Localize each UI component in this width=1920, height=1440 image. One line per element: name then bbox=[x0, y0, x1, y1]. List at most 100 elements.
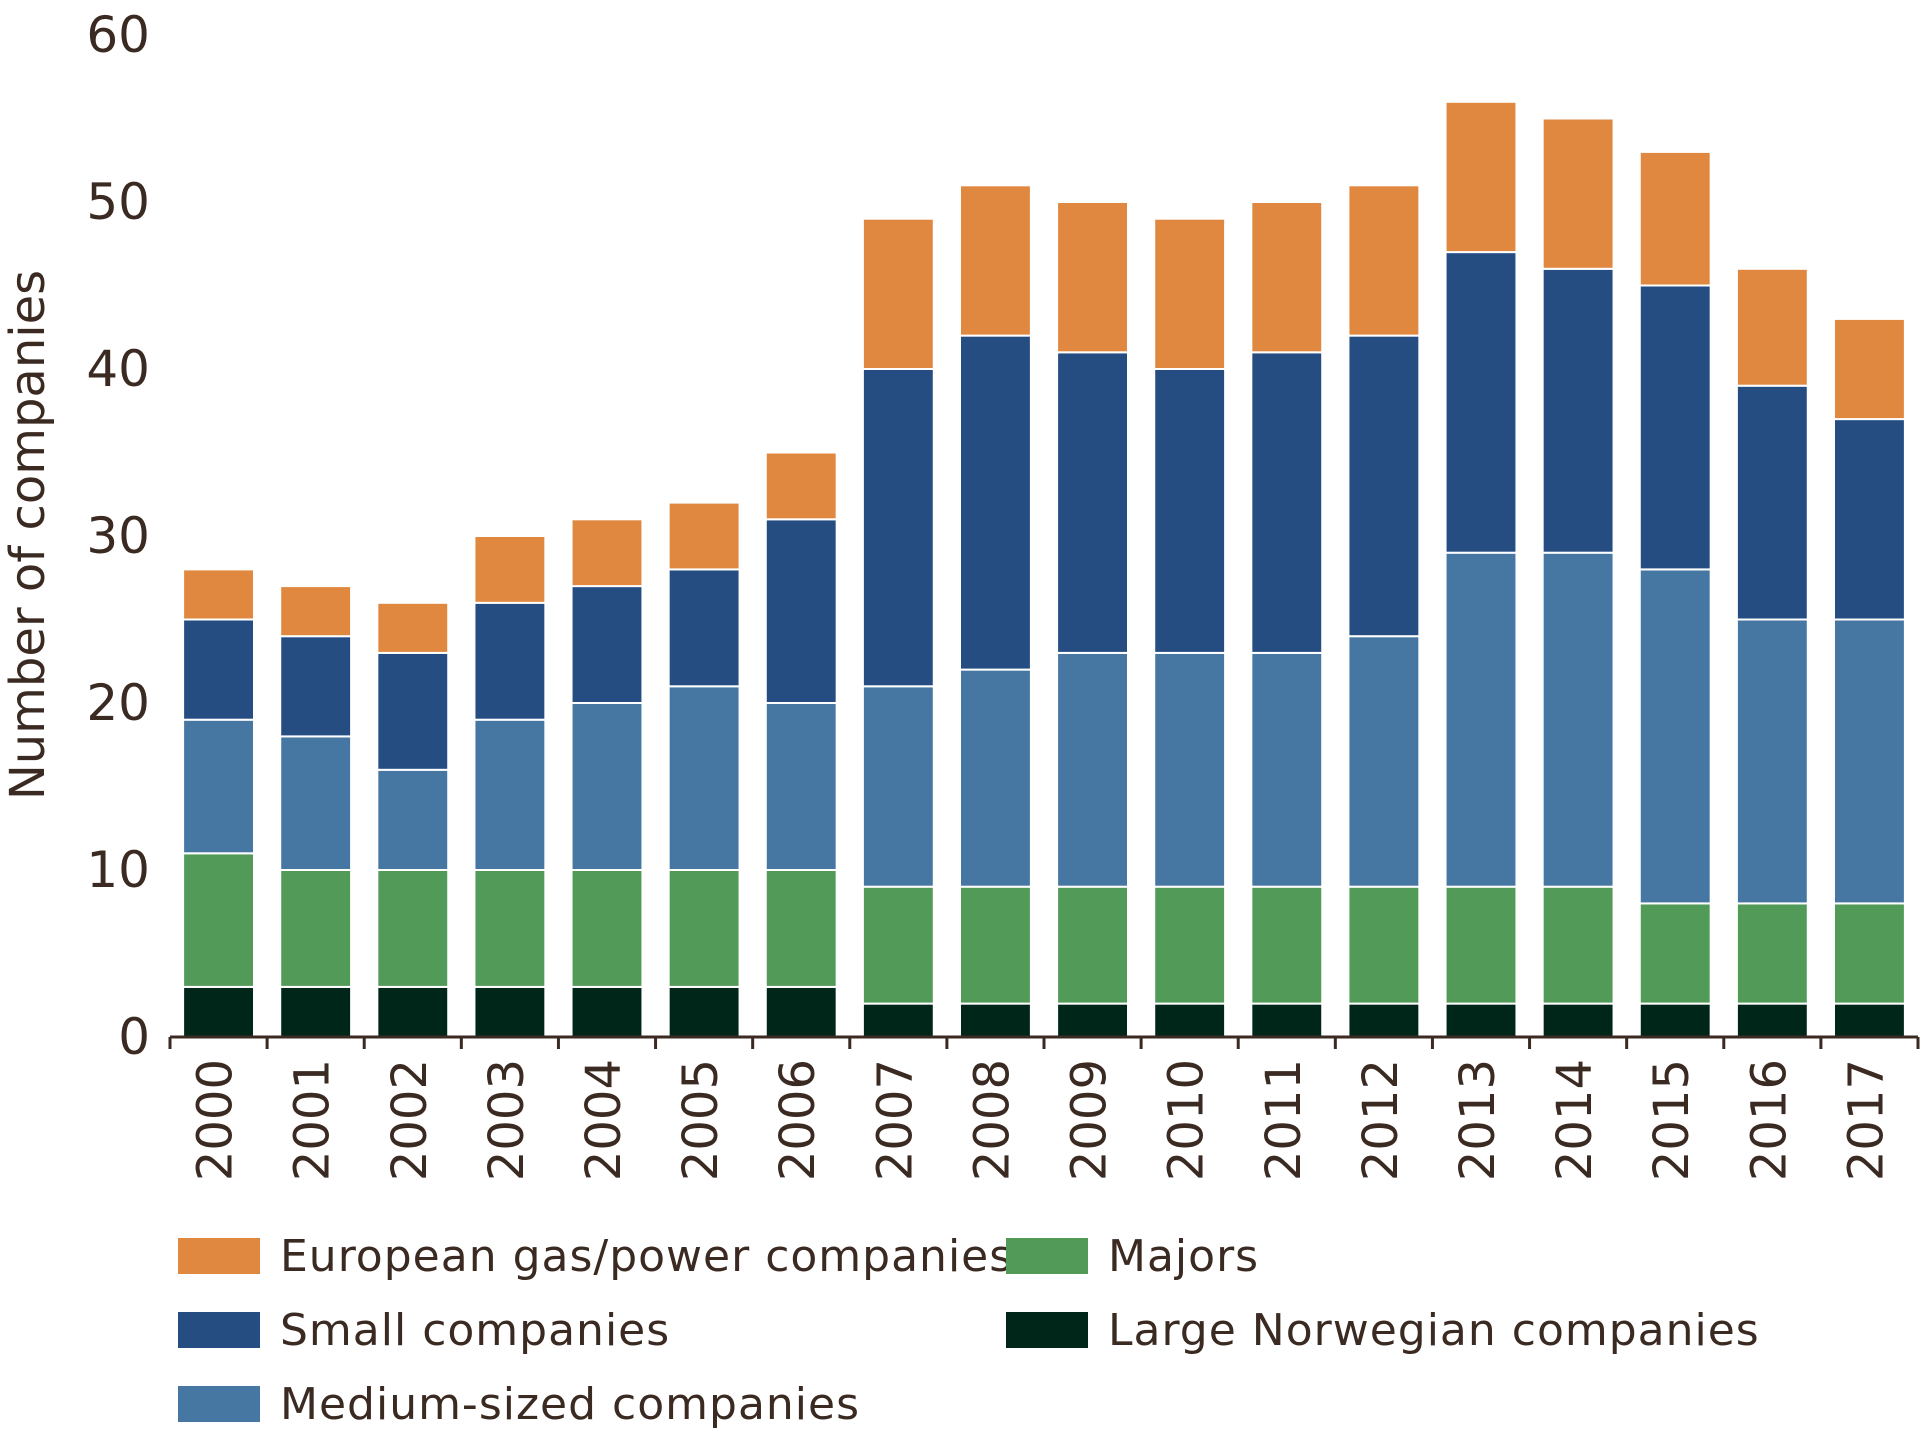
bar-segment-2002-1 bbox=[376, 869, 450, 988]
bar-segment-2011-2 bbox=[1250, 651, 1324, 888]
bar-segment-2004-2 bbox=[570, 702, 644, 871]
bar-segment-2008-1 bbox=[958, 885, 1032, 1005]
bar-segment-2009-3 bbox=[1056, 351, 1130, 654]
bar-segment-2000-4 bbox=[182, 568, 256, 621]
bar-segment-2016-3 bbox=[1735, 384, 1809, 621]
bar-segment-2004-0 bbox=[570, 985, 644, 1039]
x-tick-label-2004: 2004 bbox=[576, 1059, 632, 1181]
legend-swatch-large-norwegian bbox=[1006, 1312, 1088, 1348]
bar-segment-2004-4 bbox=[570, 518, 644, 588]
bar-segment-2004-3 bbox=[570, 585, 644, 704]
bar-segment-2006-2 bbox=[764, 702, 838, 871]
bar-segment-2015-0 bbox=[1638, 1002, 1712, 1038]
x-tick-label-2006: 2006 bbox=[770, 1059, 826, 1181]
bar-segment-2003-4 bbox=[473, 535, 547, 604]
bar-segment-2002-0 bbox=[376, 985, 450, 1039]
bar-segment-2015-2 bbox=[1638, 568, 1712, 905]
bar-segment-2012-1 bbox=[1347, 885, 1421, 1005]
bar-segment-2013-3 bbox=[1444, 251, 1518, 554]
bar-segment-2001-2 bbox=[279, 735, 353, 872]
legend-swatch-medium bbox=[178, 1386, 260, 1422]
bar-segment-2001-0 bbox=[279, 985, 353, 1039]
bar-segment-2016-4 bbox=[1735, 267, 1809, 387]
bar-segment-2001-4 bbox=[279, 585, 353, 638]
bar-segment-2012-4 bbox=[1347, 184, 1421, 337]
bar-segment-2001-3 bbox=[279, 635, 353, 738]
bar-segment-2011-3 bbox=[1250, 351, 1324, 654]
bar-segment-2009-1 bbox=[1056, 885, 1130, 1005]
y-tick-label: 50 bbox=[86, 173, 150, 231]
y-tick-label: 0 bbox=[118, 1008, 150, 1066]
bar-segment-2013-4 bbox=[1444, 100, 1518, 254]
bar-segment-2007-2 bbox=[861, 685, 935, 888]
x-tick-label-2008: 2008 bbox=[964, 1059, 1020, 1181]
bar-segment-2008-4 bbox=[958, 184, 1032, 337]
bar-segment-2003-1 bbox=[473, 869, 547, 988]
bar-segment-2007-4 bbox=[861, 217, 935, 370]
bar-segment-2005-0 bbox=[667, 985, 741, 1039]
bar-segment-2001-1 bbox=[279, 869, 353, 988]
x-tick-label-2007: 2007 bbox=[867, 1059, 923, 1181]
bar-segment-2007-3 bbox=[861, 368, 935, 688]
bar-segment-2008-0 bbox=[958, 1002, 1032, 1038]
legend-item-european: European gas/power companies bbox=[178, 1228, 1013, 1284]
bar-segment-2010-2 bbox=[1153, 651, 1227, 888]
x-tick-label-2002: 2002 bbox=[382, 1059, 438, 1181]
bar-segment-2017-0 bbox=[1832, 1002, 1906, 1038]
bar-segment-2002-3 bbox=[376, 651, 450, 771]
x-tick-label-2015: 2015 bbox=[1644, 1059, 1700, 1181]
bar-segment-2006-1 bbox=[764, 869, 838, 988]
bar-segment-2011-4 bbox=[1250, 201, 1324, 354]
x-tick-label-2011: 2011 bbox=[1256, 1059, 1312, 1181]
bar-segment-2017-2 bbox=[1832, 618, 1906, 905]
bar-segment-2010-1 bbox=[1153, 885, 1227, 1005]
bars bbox=[182, 100, 1906, 1039]
bar-segment-2007-0 bbox=[861, 1002, 935, 1038]
bar-segment-2009-2 bbox=[1056, 651, 1130, 888]
bar-segment-2005-1 bbox=[667, 869, 741, 988]
bar-segment-2010-3 bbox=[1153, 368, 1227, 654]
x-tick-label-2014: 2014 bbox=[1547, 1059, 1603, 1181]
legend-label-european: European gas/power companies bbox=[280, 1230, 1014, 1282]
bar-segment-2004-1 bbox=[570, 869, 644, 988]
bar-segment-2014-3 bbox=[1541, 267, 1615, 554]
bar-segment-2013-2 bbox=[1444, 551, 1518, 888]
bar-segment-2012-2 bbox=[1347, 635, 1421, 888]
bar-segment-2012-0 bbox=[1347, 1002, 1421, 1038]
bar-segment-2016-1 bbox=[1735, 902, 1809, 1005]
legend-item-medium: Medium-sized companies bbox=[178, 1376, 860, 1432]
bar-segment-2003-0 bbox=[473, 985, 547, 1039]
bar-segment-2017-1 bbox=[1832, 902, 1906, 1005]
bar-segment-2007-1 bbox=[861, 885, 935, 1005]
legend-swatch-european bbox=[178, 1238, 260, 1274]
bar-segment-2000-2 bbox=[182, 718, 256, 855]
bar-segment-2014-1 bbox=[1541, 885, 1615, 1005]
x-tick-label-2005: 2005 bbox=[673, 1059, 729, 1181]
y-tick-label: 40 bbox=[86, 340, 150, 398]
bar-segment-2006-3 bbox=[764, 518, 838, 704]
x-axis-ticks: 2000 2001 2002 2003 2004 2005 2006 2007 2008 2009… bbox=[168, 1037, 1920, 1181]
bar-segment-2008-2 bbox=[958, 668, 1032, 888]
y-tick-label: 60 bbox=[86, 6, 150, 64]
legend-item-large-norwegian: Large Norwegian companies bbox=[1006, 1302, 1760, 1358]
bar-segment-2010-0 bbox=[1153, 1002, 1227, 1038]
bar-segment-2014-0 bbox=[1541, 1002, 1615, 1038]
bar-segment-2014-2 bbox=[1541, 551, 1615, 888]
legend-label-majors: Majors bbox=[1108, 1230, 1260, 1282]
y-tick-label: 30 bbox=[86, 507, 150, 565]
bar-segment-2011-0 bbox=[1250, 1002, 1324, 1038]
bar-segment-2008-3 bbox=[958, 334, 1032, 671]
bar-segment-2010-4 bbox=[1153, 217, 1227, 370]
legend-label-medium: Medium-sized companies bbox=[280, 1378, 861, 1430]
x-tick-label-2000: 2000 bbox=[188, 1059, 244, 1181]
bar-segment-2005-4 bbox=[667, 501, 741, 571]
x-tick-label-2016: 2016 bbox=[1741, 1059, 1797, 1181]
bar-segment-2000-1 bbox=[182, 852, 256, 988]
bar-segment-2009-4 bbox=[1056, 201, 1130, 354]
bar-segment-2002-4 bbox=[376, 601, 450, 654]
legend-label-small: Small companies bbox=[280, 1304, 671, 1356]
x-tick-label-2012: 2012 bbox=[1353, 1059, 1409, 1181]
bar-segment-2015-1 bbox=[1638, 902, 1712, 1005]
bar-segment-2005-3 bbox=[667, 568, 741, 688]
